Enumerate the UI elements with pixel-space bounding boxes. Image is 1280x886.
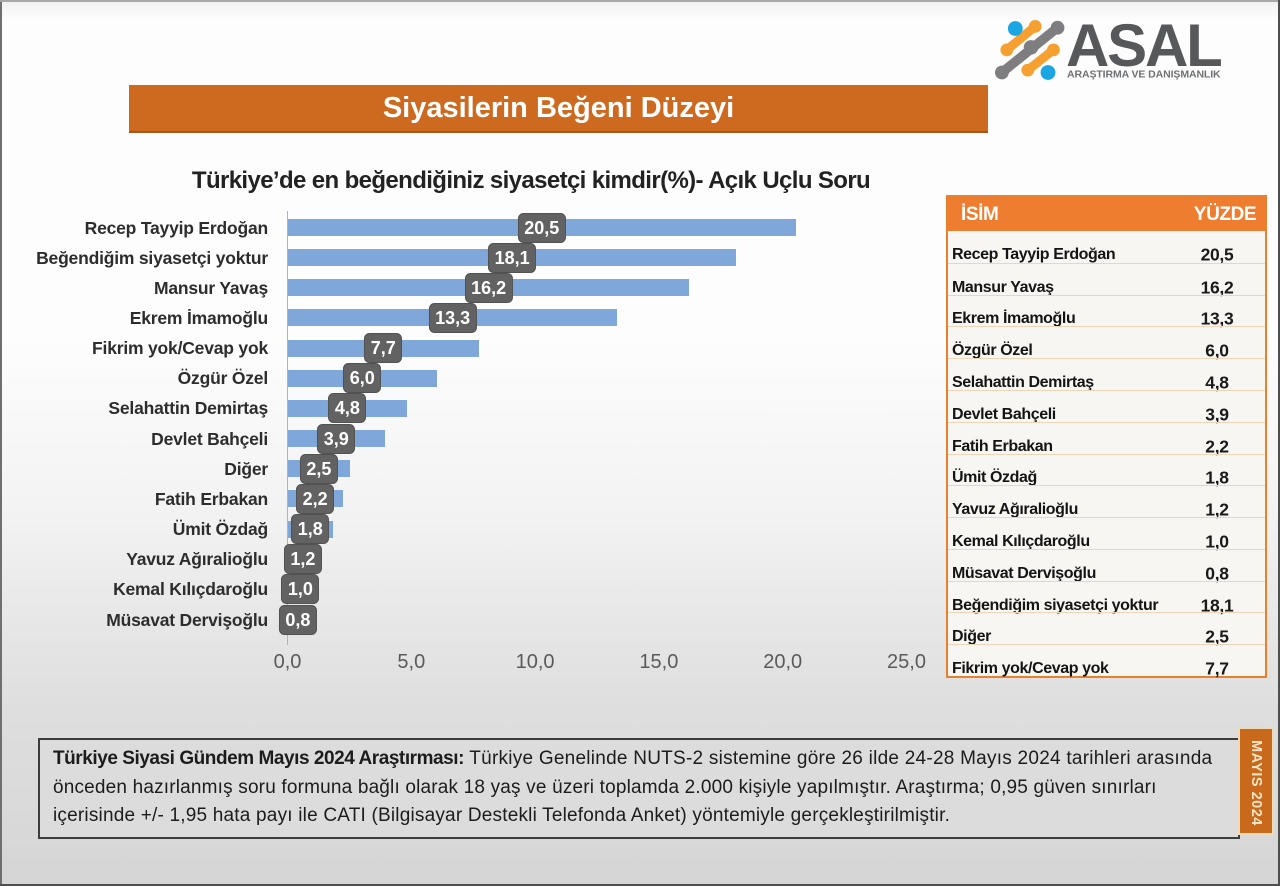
svg-text:ASAL: ASAL (1066, 12, 1221, 79)
svg-text:ARAŞTIRMA VE DANIŞMANLIK: ARAŞTIRMA VE DANIŞMANLIK (1067, 69, 1221, 81)
